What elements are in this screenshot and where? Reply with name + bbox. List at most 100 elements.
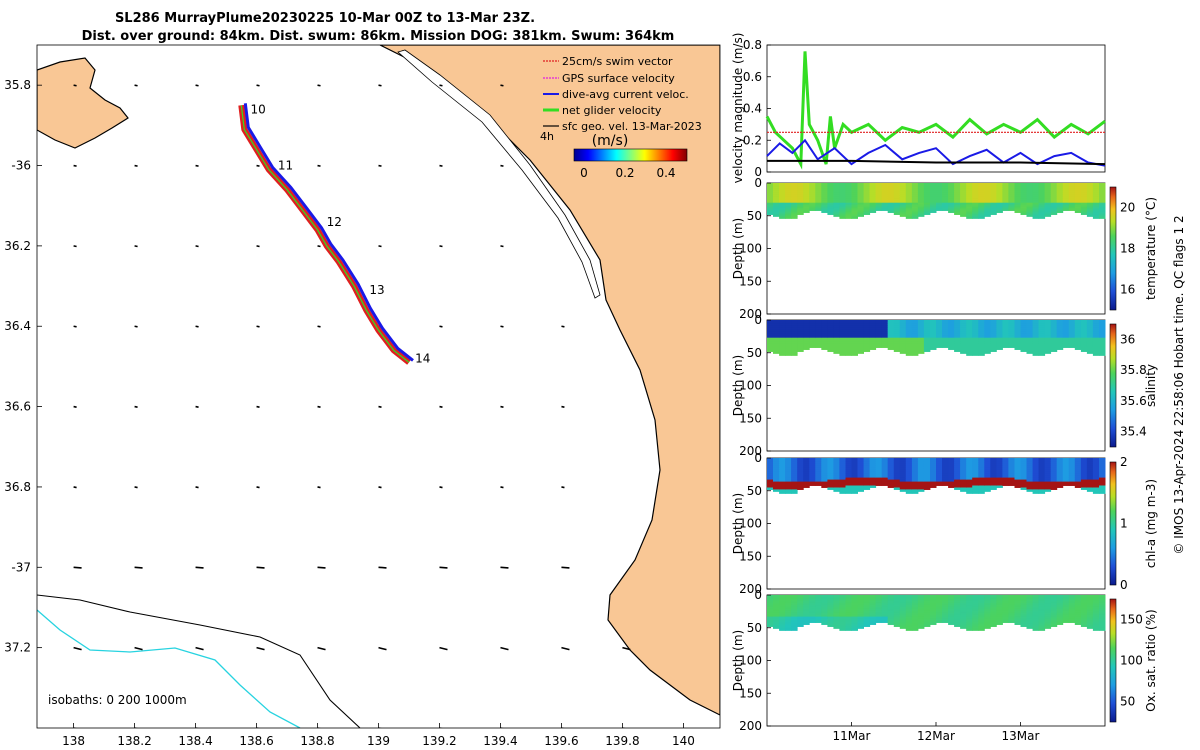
section-cell — [996, 198, 1003, 202]
section-cell — [851, 192, 858, 196]
section-cell — [791, 345, 798, 348]
section-cell — [930, 200, 937, 204]
section-cell — [1014, 481, 1021, 485]
section-cell — [779, 471, 786, 475]
section-cell — [1062, 323, 1070, 327]
section-cell — [930, 620, 937, 623]
section-cell — [797, 206, 804, 210]
section-cell — [1002, 471, 1009, 475]
section-cell — [996, 339, 1003, 343]
section-cell — [845, 323, 852, 327]
section-cell — [779, 626, 786, 629]
section-cell — [936, 194, 943, 198]
section-cell — [1014, 595, 1021, 598]
section-cell — [785, 461, 792, 465]
section-cell — [1062, 333, 1070, 337]
section-cell — [785, 343, 792, 347]
section-cell — [978, 467, 985, 471]
section-cell — [785, 595, 792, 598]
section-cell — [809, 327, 816, 331]
section-cell — [1038, 200, 1046, 204]
geo-vector — [195, 566, 204, 569]
section-cell — [791, 196, 798, 200]
section-cell — [899, 349, 907, 352]
section-cell — [863, 460, 871, 463]
section-cell — [857, 192, 864, 196]
section-cell — [917, 600, 925, 604]
section-cell — [1092, 614, 1100, 618]
section-cell — [923, 477, 931, 481]
section-cell — [839, 343, 846, 347]
section-cell — [905, 618, 913, 622]
section-cell — [996, 608, 1003, 612]
section-cell — [851, 473, 858, 477]
section-cell — [767, 469, 774, 473]
section-cell — [833, 467, 840, 471]
section-cell — [942, 188, 949, 192]
section-cell — [845, 477, 852, 481]
section-cell — [899, 624, 907, 627]
section-cell — [936, 200, 943, 204]
section-cell — [917, 343, 925, 347]
section-cell — [1002, 606, 1009, 610]
section-cell — [911, 351, 919, 354]
section-cell — [1080, 616, 1088, 620]
section-cell — [779, 604, 786, 608]
section-cell — [972, 465, 979, 469]
section-cell — [960, 618, 967, 622]
section-cell — [899, 608, 907, 612]
section-cell — [773, 208, 780, 211]
section-cell — [785, 624, 792, 627]
section-cell — [821, 612, 828, 616]
velocity-series-line — [766, 138, 1106, 167]
section-cell — [1050, 341, 1058, 345]
section-cell — [803, 483, 810, 486]
section-cell — [839, 600, 846, 604]
section-cell — [1008, 204, 1015, 208]
section-cell — [996, 612, 1003, 616]
section-cell — [996, 471, 1003, 475]
section-cell — [881, 185, 889, 188]
section-cell — [767, 190, 774, 194]
section-cell — [845, 606, 852, 610]
section-cell — [869, 339, 877, 343]
section-cell — [960, 331, 967, 335]
section-cell — [791, 183, 798, 186]
section-cell — [966, 188, 973, 192]
section-cell — [990, 475, 997, 479]
section-cell — [845, 626, 852, 629]
section-cell — [972, 341, 979, 345]
section-cell — [1099, 604, 1106, 608]
section-cell — [911, 624, 919, 627]
section-cell — [954, 475, 961, 479]
section-cell — [1086, 485, 1094, 488]
section-cell — [1044, 329, 1052, 333]
section-cell — [1056, 183, 1064, 186]
section-cell — [1092, 465, 1100, 469]
section-cell — [875, 479, 883, 483]
section-cell — [1092, 331, 1100, 335]
geo-vector — [561, 566, 570, 569]
section-cell — [1092, 329, 1100, 333]
section-cell — [996, 602, 1003, 606]
section-cell — [966, 598, 973, 602]
geo-vector — [195, 325, 199, 328]
section-cell — [960, 600, 967, 604]
section-cell — [990, 200, 997, 204]
section-cell — [899, 194, 907, 198]
velocity-y-tick-label: 0.4 — [743, 102, 762, 116]
section-cell — [1080, 333, 1088, 337]
section-cell — [845, 347, 852, 350]
section-cell — [1002, 320, 1009, 323]
section-cell — [984, 602, 991, 606]
section-cell — [893, 339, 901, 343]
section-cell — [821, 200, 828, 204]
section-cell — [869, 343, 877, 347]
section-cell — [779, 353, 786, 356]
section-cell — [845, 327, 852, 331]
section-cell — [827, 597, 834, 600]
section-cell — [996, 200, 1003, 204]
section-cell — [893, 608, 901, 612]
section-cell — [1056, 210, 1064, 213]
section-cell — [863, 186, 871, 190]
